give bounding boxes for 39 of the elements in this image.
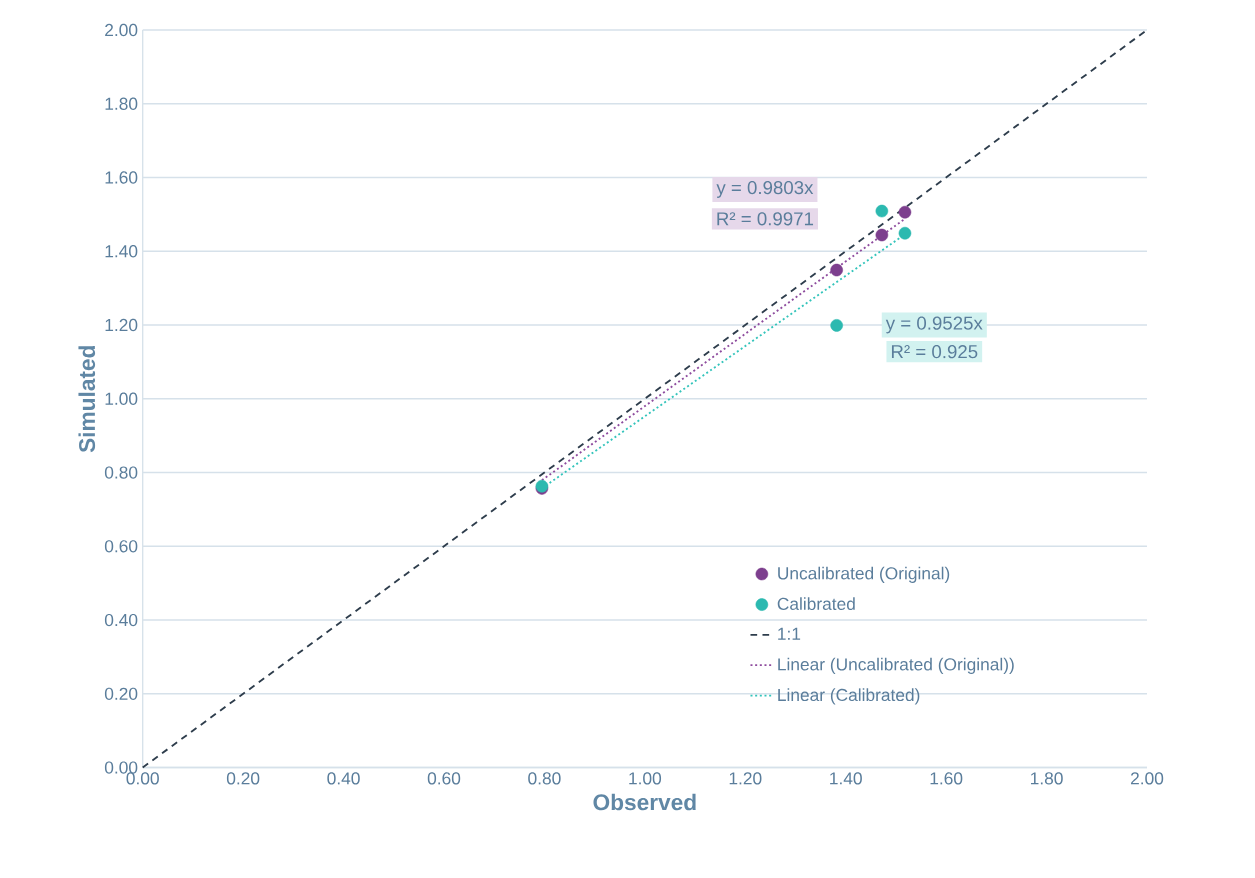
x-tick-label: 0.20 <box>226 772 260 785</box>
legend-label: Uncalibrated (Original) <box>778 566 950 584</box>
y-tick-label: 1.40 <box>105 245 138 258</box>
annotation: y = 0.9525x <box>885 316 983 334</box>
x-tick-label: 1.80 <box>1031 772 1063 785</box>
x-tick-label: 0.00 <box>126 772 159 785</box>
x-tick-label: 0.40 <box>327 772 360 785</box>
point <box>830 319 843 332</box>
y-tick-label: 1.20 <box>105 319 138 332</box>
y-tick-label: 1.80 <box>105 97 138 111</box>
annotation: y = 0.9803x <box>716 181 814 199</box>
y-tick-label: 0.40 <box>104 614 138 627</box>
y-tick-label: 0.60 <box>104 540 138 553</box>
x-tick-label: 1.60 <box>930 772 963 785</box>
point <box>875 205 889 218</box>
y-axis-title: Simulated <box>78 346 96 453</box>
y-tick-label: 1.60 <box>105 171 138 184</box>
legend-label: Linear (Calibrated) <box>778 688 920 705</box>
x-tick-label: 0.80 <box>528 772 561 785</box>
point <box>898 227 912 240</box>
legend-label: Calibrated <box>777 597 855 611</box>
y-tick-label: 0.00 <box>104 761 138 774</box>
x-tick-label: 1.20 <box>729 772 762 785</box>
legend-label: Linear (Uncalibrated (Original)) <box>778 658 1014 675</box>
legend-label: 1:1 <box>778 628 801 641</box>
x-axis-title: Observed <box>593 793 696 811</box>
annotation: R² = 0.925 <box>891 345 978 359</box>
x-tick-label: 2.00 <box>1130 772 1164 785</box>
point <box>875 228 889 242</box>
x-tick-label: 1.40 <box>830 772 862 785</box>
y-tick-label: 0.20 <box>104 687 138 701</box>
y-tick-label: 1.00 <box>105 392 138 406</box>
x-tick-label: 0.60 <box>427 772 461 785</box>
point <box>898 206 912 219</box>
y-tick-label: 2.00 <box>105 24 138 37</box>
annotation: R² = 0.9971 <box>717 212 814 226</box>
y-tick-label: 0.80 <box>104 466 138 479</box>
point <box>830 264 843 277</box>
x-tick-label: 1.00 <box>629 772 662 785</box>
